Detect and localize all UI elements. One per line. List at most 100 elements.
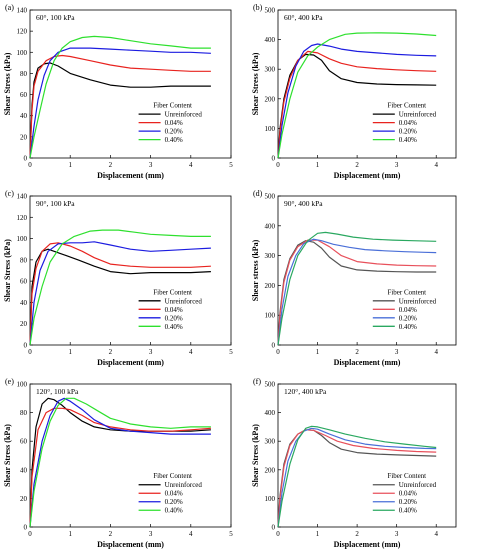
series-line-040 [277,32,437,159]
panel-label: (f) [253,377,261,386]
x-axis-label: Displacement (mm) [334,540,401,549]
x-axis-label: Displacement (mm) [97,358,164,367]
x-tick-label: 4 [434,530,438,538]
panel-title: 120°, 400 kPa [284,387,327,396]
legend-label: 0.20% [399,498,417,506]
series-line-040 [277,425,437,528]
series-line-020 [277,427,437,528]
y-tick-label: 0 [24,524,28,532]
legend-label: 0.20% [399,128,417,136]
x-tick-label: 3 [395,161,399,169]
legend-title: Fiber Content [153,472,192,480]
series-line-004 [29,54,211,159]
y-tick-label: 400 [265,36,276,44]
y-tick-label: 100 [17,381,28,389]
y-axis-label: Shear Stress (kPa) [3,239,12,302]
x-tick-label: 0 [28,530,32,538]
legend-label: 0.04% [165,306,183,314]
y-tick-label: 60 [20,278,28,286]
x-axis-label: Displacement (mm) [334,171,401,180]
legend-label: 0.20% [165,128,183,136]
y-tick-label: 100 [17,235,28,243]
legend-label: 0.20% [399,314,417,322]
x-axis-label: Displacement (mm) [334,358,401,367]
y-axis-label: Shear stress (kPa) [251,239,260,301]
panel-title: 60°, 100 kPa [36,13,75,22]
plot-frame [277,9,457,159]
legend-title: Fiber Content [153,288,192,296]
y-tick-label: 20 [20,133,28,141]
legend-label: Unreinforced [165,297,203,305]
y-tick-label: 500 [265,193,276,201]
x-tick-label: 5 [229,348,233,356]
series-line-004 [29,242,211,346]
series-line-004 [29,407,211,528]
x-tick-label: 4 [189,348,193,356]
series-line-unreinforced [277,53,437,159]
y-axis-label: Shear Stress (kPa) [3,424,12,487]
series-line-020 [29,47,211,159]
legend-label: 0.40% [399,323,417,331]
y-tick-label: 100 [265,495,276,503]
legend-label: 0.40% [399,507,417,515]
series-line-unreinforced [29,248,211,346]
y-tick-label: 0 [272,342,276,350]
y-tick-label: 400 [265,222,276,230]
x-tick-label: 0 [276,348,280,356]
series-line-unreinforced [277,429,437,528]
panel-title: 90°, 100 kPa [36,199,75,208]
series-line-004 [277,50,437,159]
y-tick-label: 20 [20,495,28,503]
panel-title: 120°, 100 kPa [36,387,79,396]
y-tick-label: 200 [265,466,276,474]
x-tick-label: 2 [109,348,113,356]
series-line-unreinforced [277,240,437,346]
y-tick-label: 120 [17,28,28,36]
legend-label: 0.40% [165,507,183,515]
legend-title: Fiber Content [387,288,426,296]
x-tick-label: 0 [28,348,32,356]
y-tick-label: 140 [17,7,28,15]
panel-label: (b) [253,3,263,12]
y-tick-label: 0 [272,155,276,163]
x-tick-label: 4 [189,161,193,169]
panel-6: 0 1 2 3 4 0 100 200 300 400 500 Displacement (mm) Sh… [251,377,457,549]
x-tick-label: 5 [229,530,233,538]
legend-label: 0.40% [399,136,417,144]
x-tick-label: 2 [109,161,113,169]
x-tick-label: 3 [149,348,153,356]
panel-label: (d) [253,189,263,198]
x-tick-label: 1 [68,161,72,169]
legend-title: Fiber Content [153,102,192,110]
series-line-040 [29,35,211,159]
y-tick-label: 0 [24,155,28,163]
series-line-020 [277,43,437,159]
panel-title: 90°, 400 kPa [284,199,323,208]
plot-frame [277,383,457,528]
y-tick-label: 0 [24,342,28,350]
y-tick-label: 100 [265,125,276,133]
legend-label: 0.20% [165,498,183,506]
y-tick-label: 60 [20,438,28,446]
legend-label: Unreinforced [399,111,437,119]
y-tick-label: 80 [20,409,28,417]
legend-label: 0.04% [399,306,417,314]
x-tick-label: 3 [395,348,399,356]
legend-label: 0.04% [165,490,183,498]
legend-title: Fiber Content [387,102,426,110]
series-line-004 [277,239,437,346]
x-tick-label: 1 [68,348,72,356]
y-tick-label: 80 [20,70,28,78]
legend-label: 0.20% [165,314,183,322]
y-tick-label: 200 [265,95,276,103]
x-tick-label: 1 [68,530,72,538]
series-line-unreinforced [29,62,211,159]
y-tick-label: 100 [17,49,28,57]
y-tick-label: 40 [20,466,28,474]
series-line-020 [277,238,437,346]
panel-label: (c) [5,189,14,198]
panel-1: 0 1 2 3 4 5 0 20 40 60 80 100 120 140 Displacement (mm… [3,3,233,180]
panel-2: 0 1 2 3 4 0 100 200 300 400 500 Displacement (mm) Sh… [251,3,457,180]
x-tick-label: 2 [109,530,113,538]
